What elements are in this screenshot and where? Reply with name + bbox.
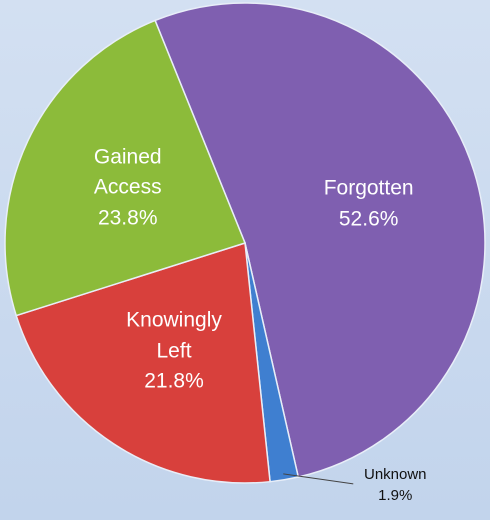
slice-value: 23.8%: [97, 206, 158, 230]
slice-label: Gained Access 23.8%: [73, 142, 183, 233]
slice-name: Unknown: [363, 465, 427, 483]
slice-name: Knowingly Left: [126, 308, 222, 363]
slice-label: Unknown 1.9%: [350, 464, 440, 506]
leader-line: [283, 473, 354, 485]
slice-label: Forgotten 52.6%: [294, 174, 444, 235]
slice-name: Forgotten: [323, 176, 414, 200]
pie-slice: [154, 2, 486, 478]
slice-name: Gained Access: [93, 145, 162, 199]
slice-value: 1.9%: [378, 486, 413, 504]
slice-label: Knowingly Left 21.8%: [119, 306, 229, 397]
pie-slice: [15, 242, 271, 484]
pie-slice: [4, 19, 246, 317]
slice-value: 52.6%: [338, 207, 399, 231]
slice-value: 21.8%: [144, 369, 204, 393]
